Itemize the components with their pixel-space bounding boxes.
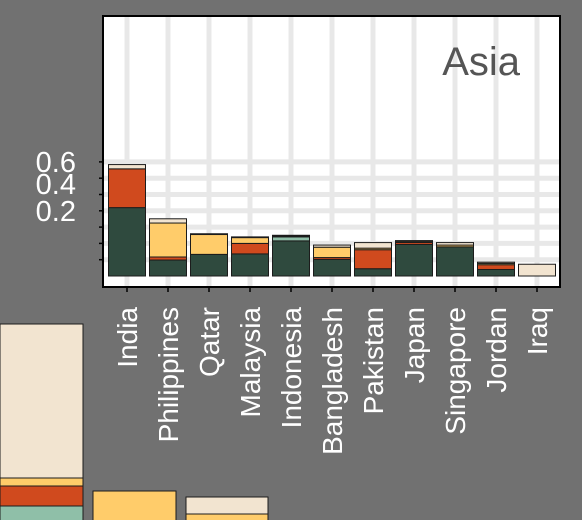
bar-stack-singapore [436,242,474,277]
bar-segment [313,258,351,277]
x-tick-label: Jordan [481,307,512,393]
bar-segment [354,242,392,249]
x-tick-label: Bangladesh [317,307,348,455]
bar-segment [272,234,310,237]
bar-stack-jordan [477,261,515,277]
y-tick-label: 0.4 [36,169,76,201]
bar-segment [92,490,177,520]
bar-segment [149,218,187,224]
bar-stack-malaysia [231,236,269,277]
bar-segment [149,222,187,258]
bar-segment [190,233,228,255]
bar-segment [190,233,228,236]
bar-segment [272,240,310,277]
y-tick-label: 0.2 [36,196,76,228]
x-tick-label: Malaysia [235,307,266,418]
bar-segment [231,242,269,255]
bar-stack-iraq [518,263,556,277]
y-axis: 0.20.40.6 [36,147,103,261]
bar-segment [0,323,84,479]
bar-segment [190,253,228,277]
bar-stack-india [108,164,146,277]
bar-segment [108,207,146,277]
bar-segment [477,264,515,270]
bar-segment [395,243,433,277]
bar-segment [313,246,351,259]
bar-segment [149,259,187,277]
bar-stack-japan [395,240,433,277]
bar-stack-qatar [190,233,228,277]
bar-segment [108,164,146,170]
bar-segment [231,236,269,239]
bar-segment [0,485,84,507]
x-tick-label: Iraq [522,307,553,355]
bar-stack-pakistan [354,242,392,277]
bar-segment [272,236,310,242]
bar-segment [477,268,515,277]
y-tick-label: 0.6 [36,147,76,179]
bar-segment [354,268,392,277]
x-tick-label: Qatar [194,307,225,377]
bar-segment [231,253,269,277]
bar-segment [354,249,392,270]
x-tick-label: Singapore [440,307,471,435]
bar-segment [477,261,515,264]
bar-segment [313,244,351,248]
bar-segment [436,242,474,246]
bar-stack-philippines [149,218,187,277]
bar-segment [185,513,269,520]
x-axis: India Philippines Qatar Malaysia Indonesia Ba… [112,287,553,455]
bar-segment [185,496,269,515]
bar-segment [0,477,84,487]
bar-segment [0,505,84,520]
cropped-neighbor-panel [0,323,269,520]
x-tick-label: India [112,307,143,368]
bar-segment [108,168,146,209]
bar-segment [436,246,474,277]
bar-segment [518,263,556,277]
bar-segment [395,240,433,242]
x-tick-label: Indonesia [276,307,307,429]
x-tick-label: Pakistan [358,307,389,414]
x-tick-label: Philippines [153,307,184,442]
bar-stack-indonesia [272,234,310,277]
bar-stacks [108,164,556,277]
x-tick-label: Japan [399,307,430,383]
bar-stack-bangladesh [313,244,351,277]
panel-label: Asia [442,40,521,84]
